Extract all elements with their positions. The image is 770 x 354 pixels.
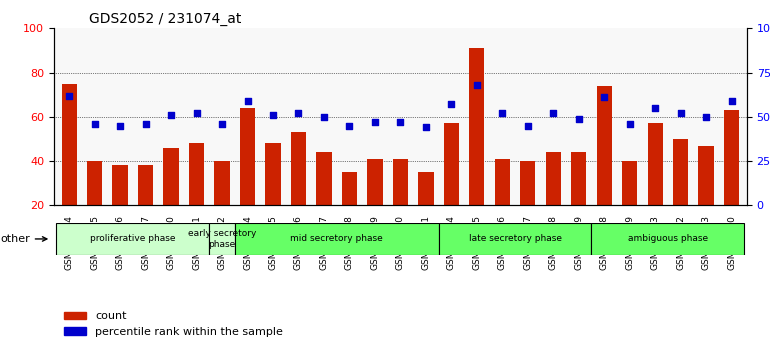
- Text: ambiguous phase: ambiguous phase: [628, 234, 708, 244]
- Point: [139, 121, 152, 127]
- Point: [394, 119, 407, 125]
- Point: [496, 110, 508, 116]
- Bar: [163, 148, 179, 250]
- Point: [293, 110, 305, 116]
- Bar: [189, 143, 204, 250]
- Bar: [367, 159, 383, 250]
- Bar: [546, 152, 561, 250]
- Bar: [494, 159, 510, 250]
- Text: late secretory phase: late secretory phase: [469, 234, 561, 244]
- Point: [521, 123, 534, 129]
- Point: [598, 95, 611, 100]
- Point: [624, 121, 636, 127]
- Point: [700, 114, 712, 120]
- Bar: [418, 172, 434, 250]
- Point: [445, 102, 457, 107]
- Bar: [698, 145, 714, 250]
- Bar: [87, 161, 102, 250]
- Point: [114, 123, 126, 129]
- Point: [318, 114, 330, 120]
- FancyBboxPatch shape: [56, 223, 209, 255]
- Point: [420, 125, 432, 130]
- Text: proliferative phase: proliferative phase: [90, 234, 176, 244]
- Bar: [571, 152, 587, 250]
- Point: [675, 110, 687, 116]
- Point: [649, 105, 661, 111]
- Bar: [240, 108, 255, 250]
- Bar: [469, 48, 484, 250]
- Point: [547, 110, 560, 116]
- Bar: [342, 172, 357, 250]
- Bar: [138, 166, 153, 250]
- Bar: [444, 124, 459, 250]
- Bar: [648, 124, 663, 250]
- Point: [470, 82, 483, 88]
- Point: [725, 98, 738, 104]
- Point: [267, 112, 280, 118]
- Bar: [266, 143, 280, 250]
- Bar: [724, 110, 739, 250]
- Point: [343, 123, 356, 129]
- FancyBboxPatch shape: [591, 223, 745, 255]
- Bar: [62, 84, 77, 250]
- Text: other: other: [0, 234, 47, 244]
- Point: [573, 116, 585, 121]
- Bar: [673, 139, 688, 250]
- FancyBboxPatch shape: [209, 223, 235, 255]
- Bar: [393, 159, 408, 250]
- Text: early secretory
phase: early secretory phase: [188, 229, 256, 249]
- Bar: [112, 166, 128, 250]
- Text: GDS2052 / 231074_at: GDS2052 / 231074_at: [89, 12, 241, 26]
- Bar: [316, 152, 332, 250]
- Point: [241, 98, 253, 104]
- Legend: count, percentile rank within the sample: count, percentile rank within the sample: [59, 307, 287, 341]
- Point: [63, 93, 75, 98]
- Bar: [521, 161, 535, 250]
- Point: [216, 121, 228, 127]
- Bar: [622, 161, 638, 250]
- FancyBboxPatch shape: [235, 223, 439, 255]
- Point: [190, 110, 203, 116]
- FancyBboxPatch shape: [439, 223, 591, 255]
- Point: [89, 121, 101, 127]
- Text: mid secretory phase: mid secretory phase: [290, 234, 383, 244]
- Bar: [291, 132, 306, 250]
- Bar: [214, 161, 229, 250]
- Point: [165, 112, 177, 118]
- Point: [369, 119, 381, 125]
- Bar: [597, 86, 612, 250]
